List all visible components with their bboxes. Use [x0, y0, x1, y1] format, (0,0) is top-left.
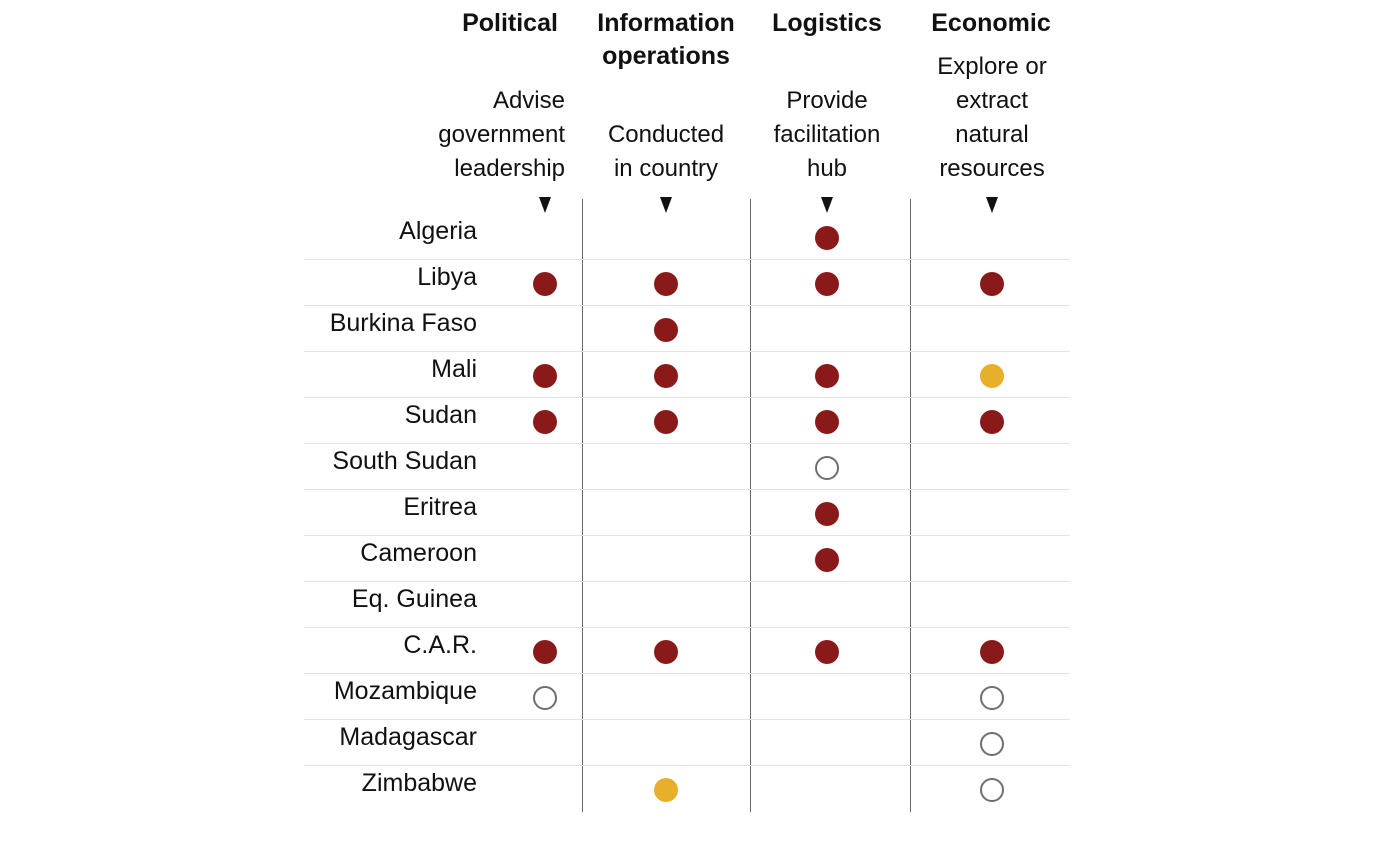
row-divider: [304, 535, 1070, 536]
marker-confirmed: [815, 272, 839, 296]
marker-confirmed: [654, 318, 678, 342]
column-divider: [750, 199, 751, 812]
column-description-line: Provide: [786, 87, 868, 114]
marker-reported: [980, 686, 1004, 710]
marker-confirmed: [654, 364, 678, 388]
marker-confirmed: [815, 226, 839, 250]
marker-confirmed: [980, 410, 1004, 434]
country-label: Eritrea: [403, 493, 477, 521]
column-description-line: facilitation: [773, 121, 881, 148]
column-title: Political: [462, 9, 558, 37]
country-label: Libya: [417, 263, 477, 291]
marker-confirmed: [533, 640, 557, 664]
country-label: Mozambique: [333, 677, 477, 705]
row-divider: [304, 351, 1070, 352]
marker-reported: [980, 732, 1004, 756]
row-divider: [304, 719, 1070, 720]
row-divider: [304, 673, 1070, 674]
column-divider: [910, 199, 911, 812]
marker-partial: [980, 364, 1004, 388]
column-description-line: hub: [806, 155, 848, 182]
marker-confirmed: [815, 364, 839, 388]
marker-confirmed: [980, 640, 1004, 664]
row-divider: [304, 627, 1070, 628]
column-title: Information operations: [597, 9, 735, 70]
marker-confirmed: [654, 272, 678, 296]
marker-reported: [980, 778, 1004, 802]
column-divider: [582, 199, 583, 812]
row-divider: [304, 443, 1070, 444]
column-title: Logistics: [772, 9, 882, 37]
country-label: Burkina Faso: [329, 309, 477, 337]
country-label: Cameroon: [360, 539, 477, 567]
row-divider: [304, 489, 1070, 490]
down-arrow-icon: [539, 197, 551, 213]
country-label: C.A.R.: [403, 631, 477, 659]
column-title: Economic: [931, 9, 1051, 37]
marker-confirmed: [815, 640, 839, 664]
column-description-line: resources: [939, 155, 1045, 182]
row-divider: [304, 581, 1070, 582]
marker-confirmed: [815, 502, 839, 526]
row-divider: [304, 397, 1070, 398]
marker-partial: [654, 778, 678, 802]
column-description-line: leadership: [454, 155, 565, 182]
country-label: Eq. Guinea: [351, 585, 477, 613]
down-arrow-icon: [986, 197, 998, 213]
column-description-line: Explore or: [937, 53, 1047, 80]
down-arrow-icon: [821, 197, 833, 213]
column-description-line: Advise: [492, 87, 565, 114]
country-label: Algeria: [399, 217, 477, 245]
row-divider: [304, 765, 1070, 766]
column-description-line: extract: [955, 87, 1029, 114]
marker-confirmed: [533, 410, 557, 434]
country-label: Sudan: [404, 401, 477, 429]
country-label: Zimbabwe: [361, 769, 477, 797]
country-label: Madagascar: [339, 723, 477, 751]
marker-confirmed: [815, 410, 839, 434]
country-label: Mali: [431, 355, 477, 383]
marker-reported: [815, 456, 839, 480]
down-arrow-icon: [660, 197, 672, 213]
column-description-line: in country: [613, 155, 719, 182]
marker-reported: [533, 686, 557, 710]
row-divider: [304, 305, 1070, 306]
country-label: South Sudan: [332, 447, 477, 475]
column-description-line: Conducted: [607, 121, 725, 148]
marker-confirmed: [533, 364, 557, 388]
marker-confirmed: [654, 640, 678, 664]
row-divider: [304, 259, 1070, 260]
column-description-line: natural: [955, 121, 1029, 148]
marker-confirmed: [533, 272, 557, 296]
marker-confirmed: [980, 272, 1004, 296]
column-description-line: government: [438, 121, 565, 148]
marker-confirmed: [815, 548, 839, 572]
marker-confirmed: [654, 410, 678, 434]
